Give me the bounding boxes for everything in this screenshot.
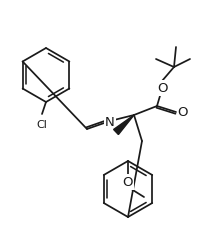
Text: O: O — [123, 176, 133, 189]
Text: Cl: Cl — [37, 120, 48, 130]
Polygon shape — [114, 116, 134, 135]
Text: N: N — [105, 115, 115, 128]
Text: O: O — [158, 82, 168, 95]
Text: O: O — [178, 106, 188, 119]
